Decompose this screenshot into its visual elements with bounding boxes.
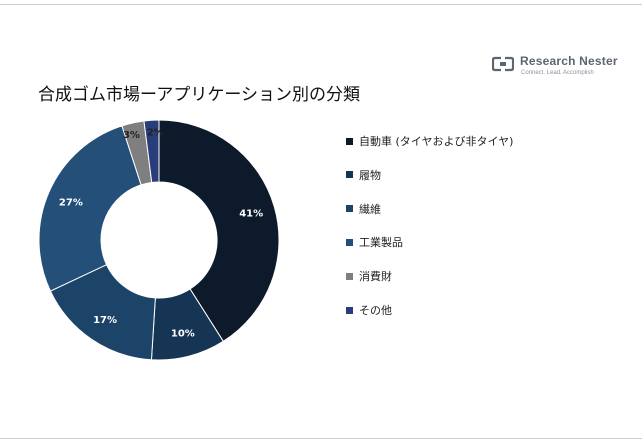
donut-data-label-5: 2% [147, 128, 164, 139]
logo-name: Research Nester [520, 54, 618, 68]
donut-slice-5 [143, 119, 160, 184]
donut-slice-0 [158, 119, 280, 343]
legend-swatch-1 [346, 171, 353, 179]
legend-label-1: 履物 [359, 168, 381, 182]
donut-data-label-2: 17% [93, 315, 117, 326]
legend-swatch-0 [346, 137, 353, 145]
donut-slice-3 [38, 125, 142, 292]
legend-label-4: 消費財 [359, 270, 392, 284]
legend-label-0: 自動車 (タイヤおよび非タイヤ) [359, 135, 514, 148]
legend-label-3: 工業製品 [359, 236, 403, 250]
donut-slice-2 [49, 264, 156, 361]
legend-item-1: 履物 [346, 167, 381, 183]
legend-item-2: 繊維 [346, 201, 381, 217]
legend-label-5: その他 [359, 304, 392, 317]
donut-data-label-0: 41% [239, 209, 263, 220]
legend-item-4: 消費財 [346, 268, 392, 284]
legend-swatch-5 [346, 306, 353, 314]
legend-swatch-4 [346, 272, 353, 280]
legend-swatch-2 [346, 205, 353, 213]
legend-item-0: 自動車 (タイヤおよび非タイヤ) [346, 133, 513, 149]
legend-item-5: その他 [346, 302, 392, 318]
research-nester-logo-icon [492, 56, 514, 72]
logo-tagline: Connect. Lead. Accomplish [521, 70, 594, 76]
research-nester-logo: Research Nester Connect. Lead. Accomplis… [492, 52, 618, 84]
legend-item-3: 工業製品 [346, 234, 403, 250]
chart-title: 合成ゴム市場ーアプリケーション別の分類 [38, 85, 360, 105]
donut-data-label-1: 10% [171, 328, 195, 339]
bottom-divider [0, 438, 642, 439]
donut-slices [38, 119, 280, 361]
top-divider [0, 4, 642, 5]
donut-data-label-4: 3% [123, 130, 140, 141]
donut-labels: 41% 10% 17% 27% 3% 2% [59, 128, 263, 340]
legend-label-2: 繊維 [359, 202, 381, 216]
donut-data-label-3: 27% [59, 197, 83, 208]
legend-swatch-3 [346, 238, 353, 246]
